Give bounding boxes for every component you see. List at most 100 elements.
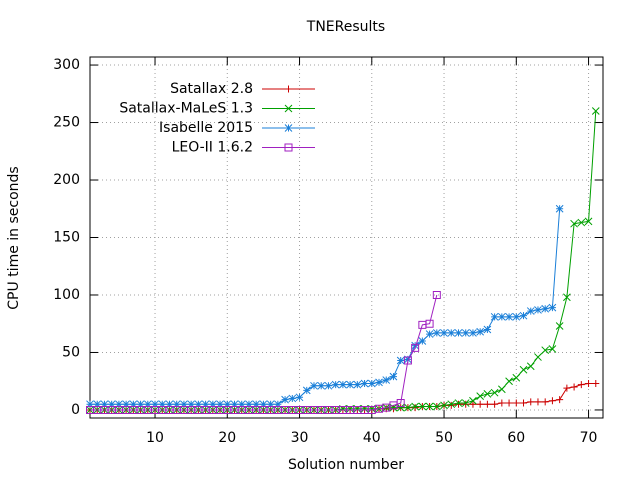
data-point — [490, 312, 499, 321]
data-point — [208, 400, 217, 409]
data-point — [245, 400, 253, 409]
data-point — [541, 346, 550, 355]
legend-label: LEO-II 1.6.2 — [172, 140, 253, 156]
data-point — [570, 383, 578, 391]
data-point — [469, 329, 477, 337]
data-point — [483, 400, 491, 408]
data-point — [505, 377, 513, 386]
data-point — [411, 402, 419, 411]
data-point — [411, 343, 420, 352]
data-point — [418, 402, 427, 411]
data-point — [93, 400, 102, 409]
data-point — [396, 403, 405, 412]
data-point — [476, 400, 484, 408]
data-point — [86, 400, 94, 409]
data-point — [389, 401, 398, 410]
data-point — [425, 330, 434, 338]
data-point — [425, 319, 434, 328]
data-point — [418, 320, 427, 329]
data-point — [483, 390, 492, 398]
data-point — [302, 386, 311, 395]
data-point — [447, 329, 456, 337]
legend-marker — [284, 104, 293, 113]
data-point — [512, 399, 520, 407]
chart-title: TNEResults — [306, 19, 385, 35]
data-point — [548, 303, 557, 312]
data-point — [158, 400, 167, 409]
data-point — [440, 329, 448, 337]
data-point — [469, 396, 477, 405]
data-point — [548, 397, 556, 405]
data-point — [172, 400, 181, 409]
data-point — [165, 400, 174, 409]
data-point — [115, 400, 123, 409]
data-point — [288, 394, 297, 403]
data-point — [310, 381, 318, 390]
x-axis-label: Solution number — [288, 457, 404, 473]
y-tick-label: 300 — [53, 57, 80, 73]
data-point — [252, 400, 261, 409]
data-point — [230, 400, 239, 409]
data-point — [223, 400, 232, 409]
data-point — [497, 312, 506, 321]
y-tick-label: 150 — [53, 230, 80, 246]
data-point — [389, 403, 398, 412]
data-point — [411, 341, 419, 350]
data-point — [259, 400, 268, 409]
data-point — [143, 400, 152, 409]
legend-label: Satallax 2.8 — [170, 81, 253, 97]
data-point — [490, 388, 499, 397]
data-point — [447, 401, 455, 409]
data-point — [411, 404, 419, 412]
data-point — [585, 380, 593, 388]
data-point — [418, 337, 427, 345]
legend-marker — [284, 143, 293, 152]
x-tick-label: 30 — [291, 430, 309, 446]
data-point — [512, 373, 521, 382]
data-point — [591, 107, 600, 115]
data-point — [592, 380, 600, 388]
data-point — [367, 405, 376, 414]
data-point — [353, 380, 362, 389]
data-point — [541, 304, 550, 313]
data-point — [432, 329, 441, 337]
data-point — [491, 400, 499, 408]
data-point — [216, 400, 224, 409]
data-point — [404, 355, 412, 364]
data-point — [331, 380, 340, 389]
x-tick-label: 20 — [218, 430, 236, 446]
data-point — [432, 290, 441, 299]
x-tick-label: 60 — [507, 430, 525, 446]
data-point — [187, 400, 196, 409]
data-point — [367, 379, 376, 388]
data-point — [469, 400, 477, 408]
data-point — [396, 356, 405, 365]
data-point — [375, 378, 383, 387]
data-point — [440, 401, 448, 410]
data-point — [454, 329, 463, 337]
data-point — [577, 381, 585, 389]
data-point — [520, 399, 528, 407]
data-point — [497, 385, 506, 394]
data-point — [107, 400, 116, 409]
data-point — [432, 402, 441, 411]
data-point — [389, 372, 398, 381]
data-point — [404, 403, 412, 412]
data-point — [266, 400, 275, 409]
data-point — [360, 379, 369, 388]
data-point — [584, 217, 593, 226]
legend-marker — [284, 124, 293, 132]
legend-label: Isabelle 2015 — [159, 120, 253, 136]
y-tick-label: 250 — [53, 115, 80, 131]
data-point — [317, 381, 326, 390]
data-point — [454, 400, 462, 408]
data-point — [403, 356, 412, 365]
data-point — [180, 400, 188, 409]
y-tick-label: 0 — [71, 402, 80, 418]
x-tick-label: 40 — [363, 430, 381, 446]
data-point — [237, 400, 246, 409]
data-point — [526, 307, 535, 315]
data-point — [462, 400, 470, 408]
x-tick-label: 10 — [146, 430, 164, 446]
x-tick-label: 70 — [580, 430, 598, 446]
